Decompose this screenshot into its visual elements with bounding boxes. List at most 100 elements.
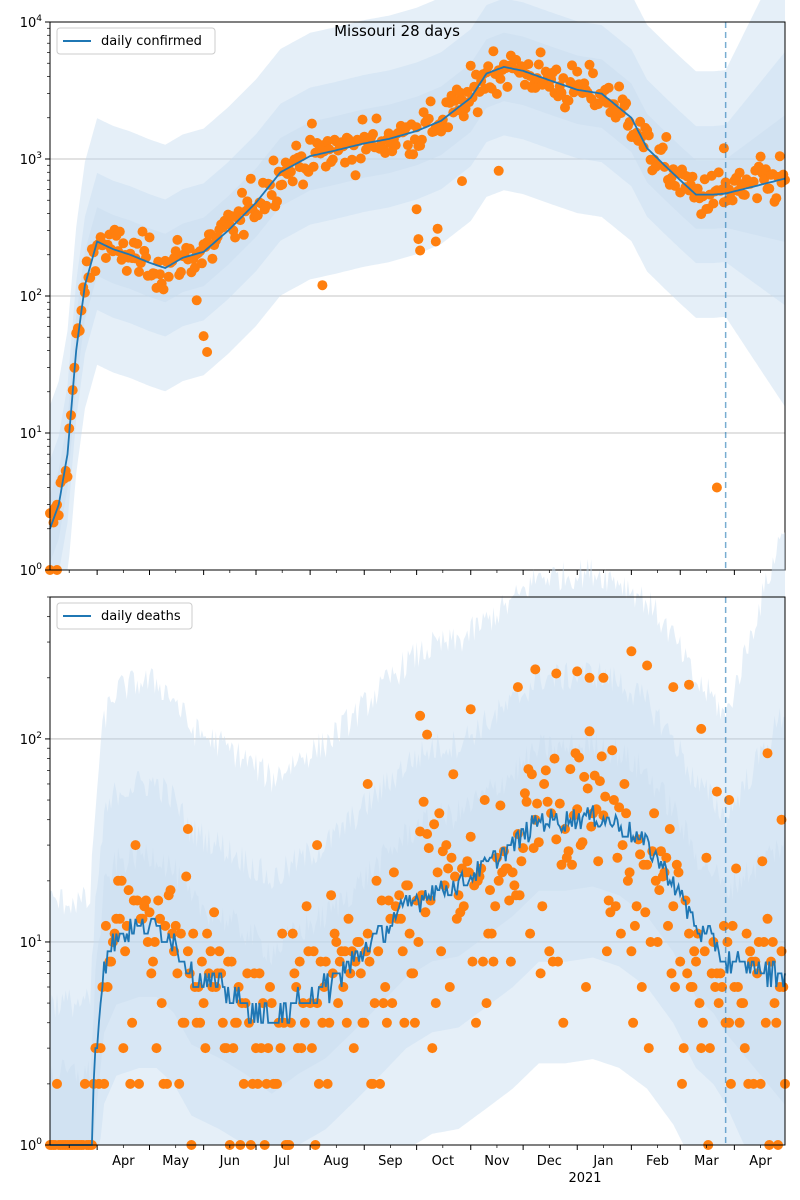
observed-point — [355, 968, 366, 979]
observed-point — [285, 1017, 296, 1028]
observed-point — [387, 998, 398, 1009]
observed-point — [659, 867, 670, 878]
uncertainty-band — [50, 0, 785, 570]
observed-point — [81, 256, 92, 267]
observed-point — [182, 946, 193, 957]
observed-point — [540, 765, 551, 776]
observed-point — [121, 265, 132, 276]
observed-point — [130, 840, 141, 851]
observed-point — [144, 232, 155, 243]
observed-point — [373, 946, 384, 957]
observed-point — [188, 928, 199, 939]
observed-point — [432, 223, 443, 234]
observed-point — [422, 829, 433, 839]
observed-point — [254, 968, 265, 979]
observed-point — [732, 982, 743, 992]
observed-point — [340, 946, 350, 957]
observed-point — [551, 834, 562, 845]
observed-point — [132, 238, 143, 249]
observed-point — [626, 646, 637, 657]
y-tick-exponent: 0 — [36, 1137, 42, 1147]
observed-point — [614, 802, 625, 813]
observed-point — [718, 920, 729, 931]
observed-point — [629, 920, 640, 931]
observed-point — [308, 161, 319, 172]
observed-point — [467, 92, 478, 103]
observed-point — [52, 1078, 62, 1089]
observed-point — [172, 234, 183, 245]
observed-point — [296, 1043, 307, 1054]
observed-point — [596, 751, 607, 762]
observed-point — [774, 151, 785, 162]
observed-point — [544, 946, 555, 957]
observed-point — [687, 171, 698, 182]
observed-point — [299, 1017, 310, 1028]
observed-point — [771, 193, 782, 204]
y-tick-exponent: 2 — [36, 288, 42, 298]
observed-point — [521, 796, 532, 807]
observed-point — [443, 863, 454, 874]
observed-point — [289, 968, 300, 979]
observed-point — [402, 880, 413, 891]
observed-point — [343, 913, 354, 924]
observed-point — [364, 956, 375, 967]
observed-point — [347, 154, 357, 165]
observed-point — [684, 679, 694, 690]
observed-point — [687, 982, 698, 992]
observed-point — [134, 1078, 144, 1089]
observed-point — [413, 234, 424, 245]
deaths-x-axis: Apr May Jun Jul Aug Sep Oct Nov Dec Jan Feb Mar Apr — [68, 1145, 772, 1169]
observed-point — [682, 968, 693, 979]
observed-point — [329, 928, 340, 939]
observed-point — [738, 998, 749, 1009]
observed-point — [718, 143, 729, 154]
observed-point — [553, 956, 563, 967]
observed-point — [202, 347, 213, 357]
observed-point — [478, 956, 488, 967]
chart-title: Missouri 28 days — [334, 22, 460, 40]
observed-point — [734, 167, 745, 178]
observed-point — [172, 968, 183, 979]
observed-point — [649, 808, 660, 819]
observed-point — [643, 130, 654, 141]
observed-point — [624, 867, 635, 878]
y-tick-exponent: 3 — [36, 151, 42, 161]
observed-point — [432, 867, 443, 878]
observed-point — [151, 1043, 162, 1054]
observed-point — [724, 795, 735, 805]
observed-point — [62, 471, 73, 482]
observed-point — [418, 796, 429, 807]
observed-point — [420, 907, 431, 918]
observed-point — [114, 226, 125, 237]
observed-point — [692, 183, 703, 194]
observed-point — [668, 901, 679, 912]
observed-point — [369, 998, 380, 1009]
observed-point — [371, 113, 382, 124]
observed-point — [505, 956, 516, 967]
observed-point — [362, 928, 373, 939]
observed-point — [261, 1078, 272, 1089]
observed-point — [141, 895, 151, 906]
observed-point — [118, 1043, 129, 1054]
observed-point — [338, 982, 349, 992]
observed-point — [593, 856, 604, 867]
observed-point — [99, 1078, 110, 1089]
observed-point — [495, 73, 506, 84]
observed-point — [584, 726, 595, 737]
observed-point — [523, 59, 534, 70]
observed-point — [507, 867, 518, 878]
observed-point — [109, 928, 120, 939]
observed-point — [767, 937, 778, 947]
observed-point — [483, 61, 494, 72]
observed-point — [582, 783, 593, 794]
observed-point — [769, 998, 780, 1009]
observed-point — [375, 1078, 385, 1089]
observed-point — [308, 946, 319, 957]
observed-point — [202, 928, 213, 939]
observed-point — [645, 937, 656, 947]
observed-point — [717, 982, 728, 992]
observed-point — [731, 863, 742, 874]
observed-point — [127, 1017, 138, 1028]
observed-point — [757, 856, 768, 867]
